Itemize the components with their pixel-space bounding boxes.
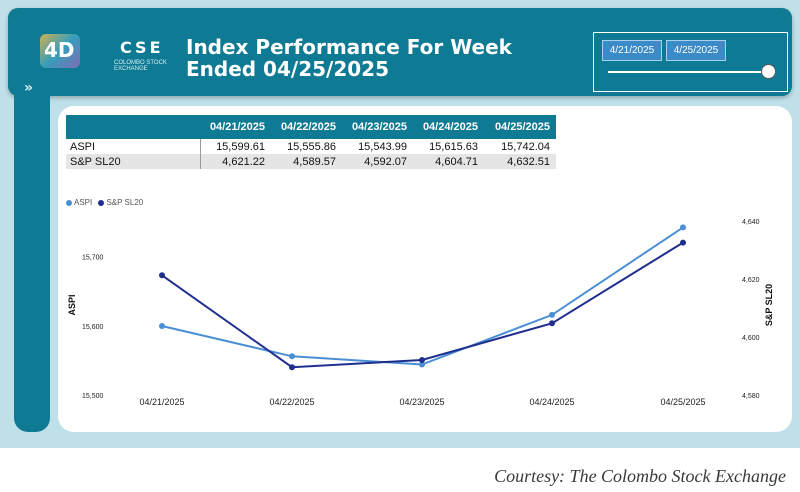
table-cell: 4,632.51 — [484, 154, 556, 169]
table-header-row: 04/21/2025 04/22/2025 04/23/2025 04/24/2… — [66, 115, 556, 139]
table-header-cell: 04/23/2025 — [342, 115, 413, 139]
y-axis-left-label: ASPI — [67, 294, 77, 315]
legend-label: ASPI — [74, 198, 93, 207]
sidebar: » — [14, 74, 50, 432]
page-title: Index Performance For Week Ended 04/25/2… — [186, 35, 512, 81]
legend-item-sl20[interactable]: S&P SL20 — [98, 198, 143, 207]
data-point-aspi — [419, 361, 425, 368]
data-point-aspi — [549, 311, 555, 318]
series-line-aspi — [161, 226, 684, 366]
table-header-cell: 04/24/2025 — [413, 115, 484, 139]
cse-logo: 4D CSE COLOMBO STOCK EXCHANGE — [30, 28, 170, 78]
line-chart: ASPI S&P SL20 15,500 15,600 15,700 4,580 4,6… — [67, 219, 774, 407]
expand-arrow-icon[interactable]: » — [24, 80, 34, 96]
table-header-cell: 04/21/2025 — [200, 115, 271, 139]
table-cell: 15,742.04 — [484, 139, 556, 154]
table-cell: 4,589.57 — [271, 154, 342, 169]
courtesy-note: Courtesy: The Colombo Stock Exchange — [494, 466, 786, 486]
x-tick-label: 04/21/2025 — [139, 397, 184, 407]
x-tick-label: 04/22/2025 — [269, 397, 314, 407]
header-bar: 4D CSE COLOMBO STOCK EXCHANGE Index Perf… — [8, 8, 792, 96]
y-right-tick-label: 4,620 — [742, 277, 760, 284]
table-row: ASPI 15,599.61 15,555.86 15,543.99 15,61… — [66, 139, 556, 154]
y-right-tick-label: 4,640 — [742, 219, 760, 226]
table-cell: 15,555.86 — [271, 139, 342, 154]
x-tick-label: 04/23/2025 — [399, 397, 444, 407]
cse-emblem-icon — [40, 34, 80, 68]
logo-subtitle: COLOMBO STOCK EXCHANGE — [114, 60, 167, 72]
table-cell: 4,592.07 — [342, 154, 413, 169]
data-point-sl20 — [549, 320, 555, 327]
table-cell: 15,615.63 — [413, 139, 484, 154]
legend-dot-icon — [66, 199, 72, 206]
date-range-slicer[interactable]: 4/21/2025 4/25/2025 — [593, 32, 788, 92]
legend-label: S&P SL20 — [106, 198, 144, 207]
data-point-sl20 — [289, 364, 295, 371]
y-left-tick-label: 15,600 — [82, 324, 104, 331]
start-date-input[interactable]: 4/21/2025 — [602, 40, 662, 61]
legend-item-aspi[interactable]: ASPI — [66, 198, 92, 207]
data-point-sl20 — [419, 357, 425, 363]
row-label: S&P SL20 — [66, 154, 200, 169]
end-date-input[interactable]: 4/25/2025 — [666, 40, 726, 61]
data-point-aspi — [159, 323, 165, 329]
date-slider-track[interactable] — [608, 71, 768, 73]
y-left-tick-label: 15,700 — [82, 255, 104, 262]
table-cell: 4,621.22 — [199, 154, 271, 169]
x-tick-label: 04/25/2025 — [660, 397, 705, 407]
table-cell: 15,599.61 — [199, 139, 271, 154]
y-axis-right-label: S&P SL20 — [764, 284, 774, 326]
data-point-aspi — [289, 353, 295, 360]
date-slider-handle[interactable] — [761, 64, 776, 79]
y-right-tick-label: 4,580 — [742, 393, 760, 400]
table-cell: 4,604.71 — [413, 154, 484, 169]
x-tick-label: 04/24/2025 — [529, 397, 574, 407]
y-right-tick-label: 4,600 — [742, 335, 760, 342]
table-header-cell: 04/22/2025 — [271, 115, 342, 139]
index-table: 04/21/2025 04/22/2025 04/23/2025 04/24/2… — [66, 115, 556, 169]
series-line-sl20 — [161, 241, 684, 369]
y-left-tick-label: 15,500 — [82, 393, 104, 400]
table-header-cell — [66, 115, 200, 139]
row-label: ASPI — [66, 139, 200, 154]
data-point-sl20 — [680, 239, 686, 246]
data-point-aspi — [680, 224, 686, 231]
data-point-sl20 — [159, 272, 165, 279]
table-header-cell: 04/25/2025 — [484, 115, 556, 139]
table-row: S&P SL20 4,621.22 4,589.57 4,592.07 4,60… — [66, 154, 556, 169]
legend-dot-icon — [98, 199, 105, 206]
emblem-glyph: 4D — [44, 38, 75, 62]
chart-legend: ASPI S&P SL20 — [66, 198, 147, 207]
logo-text: CSE — [120, 38, 164, 57]
table-cell: 15,543.99 — [342, 139, 413, 154]
